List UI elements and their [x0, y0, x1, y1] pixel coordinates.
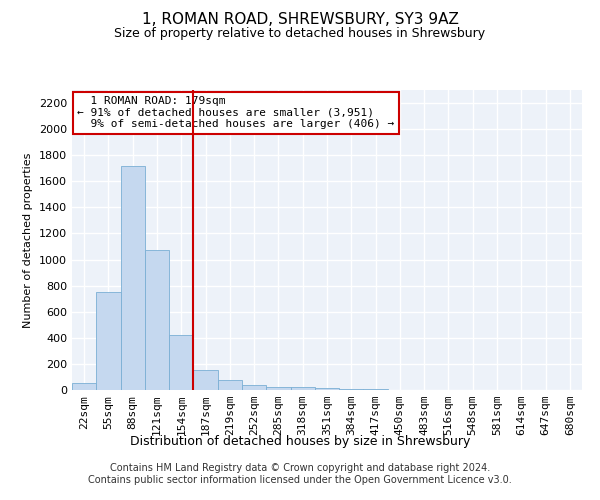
- Bar: [193, 370, 218, 390]
- Text: 1, ROMAN ROAD, SHREWSBURY, SY3 9AZ: 1, ROMAN ROAD, SHREWSBURY, SY3 9AZ: [142, 12, 458, 28]
- Text: 1 ROMAN ROAD: 179sqm
← 91% of detached houses are smaller (3,951)
  9% of semi-d: 1 ROMAN ROAD: 179sqm ← 91% of detached h…: [77, 96, 394, 129]
- Text: Distribution of detached houses by size in Shrewsbury: Distribution of detached houses by size …: [130, 435, 470, 448]
- Bar: [218, 380, 242, 390]
- Bar: [266, 386, 290, 390]
- Bar: [242, 386, 266, 390]
- Bar: [169, 335, 193, 390]
- Bar: [315, 388, 339, 390]
- Bar: [121, 166, 145, 390]
- Bar: [96, 292, 121, 390]
- Y-axis label: Number of detached properties: Number of detached properties: [23, 152, 34, 328]
- Text: Contains HM Land Registry data © Crown copyright and database right 2024.
Contai: Contains HM Land Registry data © Crown c…: [88, 464, 512, 485]
- Text: Size of property relative to detached houses in Shrewsbury: Size of property relative to detached ho…: [115, 28, 485, 40]
- Bar: [145, 250, 169, 390]
- Bar: [290, 388, 315, 390]
- Bar: [72, 384, 96, 390]
